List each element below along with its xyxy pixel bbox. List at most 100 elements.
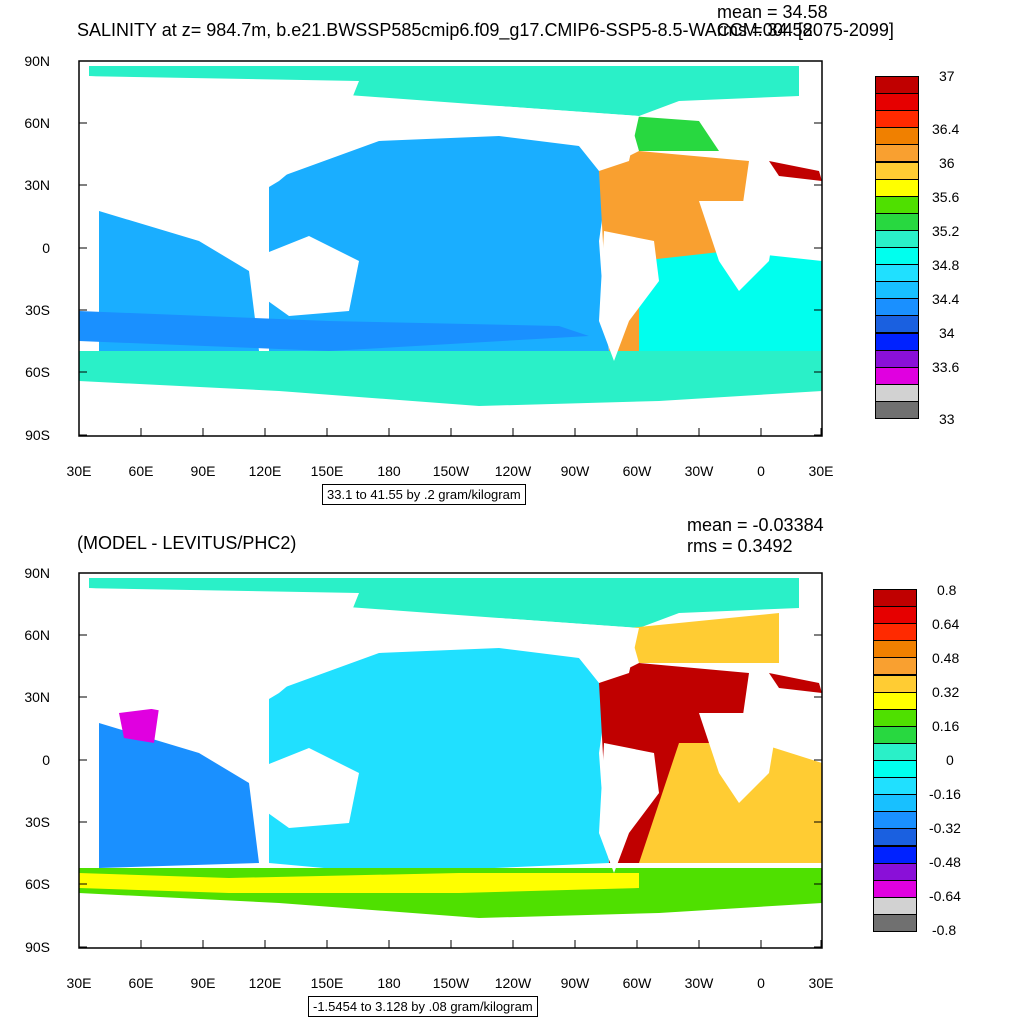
top-land-north-america	[499, 106, 639, 171]
top-mediterranean	[769, 161, 822, 181]
bottom-lon-label: 0	[757, 975, 765, 991]
top-lon-label: 120W	[494, 463, 532, 479]
colorbar-swatch	[875, 144, 919, 163]
colorbar-swatch	[873, 657, 917, 676]
top-cb-label: 34.4	[932, 291, 960, 307]
top-map-frame	[78, 60, 823, 437]
colorbar-swatch	[875, 298, 919, 317]
top-colorbar	[875, 76, 919, 419]
top-lon-label: 30E	[66, 463, 92, 479]
colorbar-swatch	[875, 400, 919, 419]
colorbar-swatch	[875, 212, 919, 231]
top-cb-label: 35.6	[932, 189, 960, 205]
bottom-cb-label: 0.8	[937, 582, 957, 598]
colorbar-swatch	[873, 913, 917, 932]
top-cb-label: 34.8	[932, 257, 960, 273]
bottom-lat-label-60s: 60S	[25, 876, 50, 892]
top-lat-label-60n: 60N	[24, 115, 50, 131]
bottom-lat-label-90s: 90S	[25, 939, 50, 955]
bottom-cb-label: 0.64	[932, 616, 960, 632]
colorbar-swatch	[873, 879, 917, 898]
top-lon-label: 150E	[310, 463, 344, 479]
colorbar-swatch	[873, 606, 917, 625]
top-map	[78, 60, 823, 437]
bottom-cb-label: -0.64	[929, 888, 961, 904]
top-atlantic-green	[629, 116, 719, 151]
colorbar-swatch	[875, 247, 919, 266]
colorbar-swatch	[875, 281, 919, 300]
bottom-map	[78, 572, 823, 949]
bottom-colorbar	[873, 589, 917, 932]
bottom-mediterranean	[769, 673, 822, 693]
top-cb-label: 34	[939, 325, 955, 341]
bottom-contour-info: -1.5454 to 3.128 by .08 gram/kilogram	[308, 996, 538, 1017]
top-contour-info: 33.1 to 41.55 by .2 gram/kilogram	[322, 484, 526, 505]
top-lon-label: 60E	[128, 463, 154, 479]
top-land-asia	[79, 76, 359, 211]
top-land-antarctica	[79, 391, 822, 436]
top-cb-label: 33	[939, 411, 955, 427]
bottom-land-north-america	[499, 618, 639, 683]
top-lat-label-90s: 90S	[25, 427, 50, 443]
top-pacific-basin	[269, 136, 609, 361]
bottom-atlantic-south	[639, 743, 822, 863]
top-cb-label: 37	[939, 68, 955, 84]
bottom-lon-label: 30E	[808, 975, 834, 991]
top-lon-ticks	[78, 428, 822, 436]
top-lon-label: 150W	[432, 463, 470, 479]
bottom-land-antarctica	[79, 903, 822, 948]
top-lat-label-90n: 90N	[24, 53, 50, 69]
bottom-pacific-basin	[269, 648, 609, 873]
bottom-lon-label: 30E	[66, 975, 92, 991]
bottom-lon-label: 90W	[560, 975, 590, 991]
colorbar-swatch	[875, 76, 919, 95]
top-land-australia	[254, 236, 359, 316]
bottom-lon-label: 150W	[432, 975, 470, 991]
bottom-cb-label: 0	[946, 752, 954, 768]
bottom-lat-label-60n: 60N	[24, 627, 50, 643]
bottom-cb-label: 0.48	[932, 650, 960, 666]
top-deep-blue-band	[79, 311, 589, 351]
colorbar-swatch	[875, 315, 919, 334]
colorbar-swatch	[875, 332, 919, 351]
top-lon-label: 90E	[190, 463, 216, 479]
bottom-cb-label: -0.16	[929, 786, 961, 802]
bottom-land-south-america	[599, 743, 659, 873]
top-cb-label: 33.6	[932, 359, 960, 375]
bottom-atlantic-north	[629, 613, 779, 663]
colorbar-swatch	[873, 708, 917, 727]
colorbar-swatch	[873, 862, 917, 881]
bottom-mean-label: mean = -0.03384	[687, 515, 824, 535]
bottom-lon-label: 150E	[310, 975, 344, 991]
colorbar-swatch	[873, 725, 917, 744]
bottom-lon-label: 120E	[248, 975, 282, 991]
top-lon-label: 60W	[622, 463, 652, 479]
top-lon-label: 30W	[684, 463, 714, 479]
colorbar-swatch	[875, 195, 919, 214]
top-lon-label: 180	[377, 463, 401, 479]
bottom-cb-label: -0.8	[932, 922, 957, 938]
top-mean-label: mean = 34.58	[717, 2, 828, 22]
colorbar-swatch	[873, 674, 917, 693]
bottom-map-frame	[78, 572, 823, 949]
top-lat-ticks	[79, 60, 822, 436]
colorbar-swatch	[873, 760, 917, 779]
colorbar-swatch	[873, 623, 917, 642]
bottom-land-asia	[79, 588, 359, 723]
bottom-cb-label: -0.32	[929, 820, 961, 836]
top-cb-label: 36.4	[932, 121, 960, 137]
bottom-lat-label-90n: 90N	[24, 565, 50, 581]
colorbar-swatch	[873, 691, 917, 710]
colorbar-swatch	[875, 229, 919, 248]
colorbar-swatch	[875, 383, 919, 402]
colorbar-swatch	[875, 178, 919, 197]
top-southern-ocean	[79, 351, 822, 406]
colorbar-swatch	[873, 811, 917, 830]
colorbar-swatch	[875, 110, 919, 129]
bottom-cb-label: 0.32	[932, 684, 960, 700]
colorbar-swatch	[873, 777, 917, 796]
colorbar-swatch	[875, 161, 919, 180]
top-rms-label: rms = 34.58	[717, 20, 813, 40]
bottom-cb-label: 0.16	[932, 718, 960, 734]
top-lon-label: 0	[757, 463, 765, 479]
